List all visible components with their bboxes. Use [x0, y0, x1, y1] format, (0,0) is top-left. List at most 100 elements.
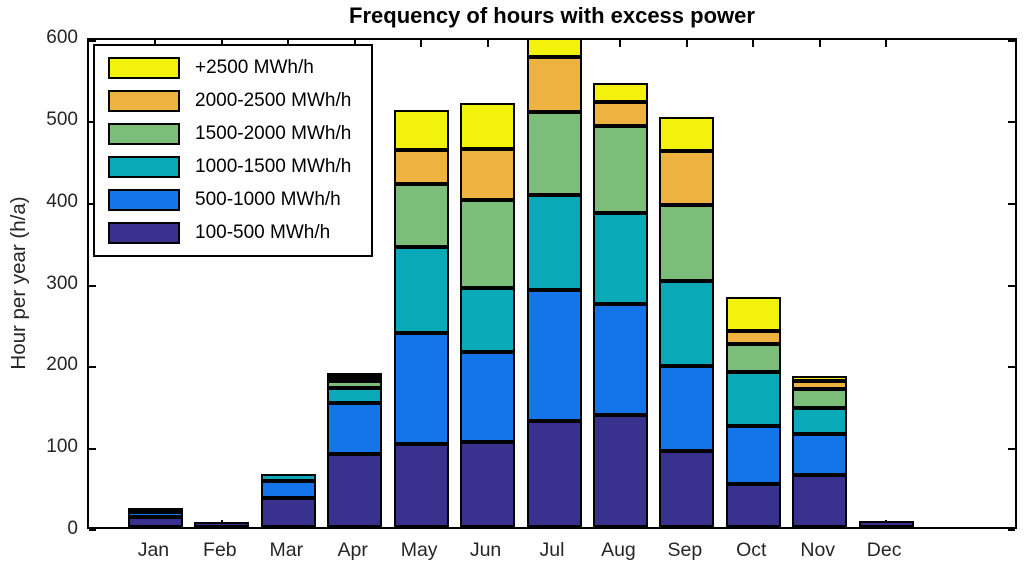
x-tick-top [220, 40, 223, 47]
y-tick-label: 0 [67, 518, 78, 539]
bar-segment [327, 387, 383, 403]
bar-segment [659, 150, 715, 206]
bar-segment [792, 433, 848, 476]
bar-feb [194, 522, 250, 527]
bar-jun [460, 103, 516, 527]
bar-segment [792, 375, 848, 382]
bar-segment [327, 380, 383, 388]
y-tick-label: 600 [46, 27, 78, 48]
legend-row: 2000-2500 MWh/h [108, 90, 371, 112]
chart-title: Frequency of hours with excess power [349, 3, 755, 28]
bar-segment [659, 117, 715, 151]
bar-segment [526, 112, 582, 195]
bar-segment [592, 102, 648, 127]
legend-row: 1000-1500 MWh/h [108, 156, 371, 178]
x-tick-label-nov: Nov [800, 539, 836, 561]
bar-jan [127, 508, 183, 527]
legend-swatch [108, 57, 180, 79]
y-tick-label: 200 [46, 354, 78, 376]
bar-segment [393, 109, 449, 150]
x-tick-label-jul: Jul [539, 539, 565, 561]
bar-segment [260, 498, 316, 527]
legend-swatch [108, 90, 180, 112]
x-tick-top [420, 40, 423, 47]
bar-segment [526, 37, 582, 58]
bar-segment [327, 402, 383, 455]
x-tick-top [287, 40, 290, 47]
x-tick-label-sep: Sep [667, 539, 703, 561]
bar-segment [792, 407, 848, 434]
legend-swatch [108, 222, 180, 244]
legend-label: +2500 MWh/h [195, 57, 314, 78]
y-tick-right [1008, 40, 1015, 42]
legend-swatch [108, 123, 180, 145]
x-tick-label-mar: Mar [269, 539, 304, 561]
y-tick-right [1008, 366, 1015, 369]
bar-segment [460, 103, 516, 149]
y-tick-right [1008, 529, 1015, 531]
x-tick-top [619, 40, 622, 47]
bar-segment [260, 481, 316, 499]
legend-swatch [108, 189, 180, 211]
y-tick-label: 500 [46, 108, 78, 130]
bar-segment [592, 212, 648, 305]
chart-legend: +2500 MWh/h 2000-2500 MWh/h 1500-2000 MWh/… [93, 44, 373, 257]
bar-segment [127, 512, 183, 518]
bar-jul [526, 37, 582, 527]
y-tick-right [1008, 284, 1015, 287]
bar-sep [659, 117, 715, 527]
x-tick-top [353, 40, 356, 47]
x-tick-label-may: May [400, 539, 438, 561]
bar-segment [526, 194, 582, 290]
bar-segment [460, 441, 516, 527]
x-tick-label-aug: Aug [601, 539, 636, 561]
bar-segment [327, 454, 383, 527]
bar-segment [725, 483, 781, 527]
bar-segment [592, 82, 648, 103]
bar-apr [327, 372, 383, 527]
bar-segment [792, 381, 848, 389]
bar-segment [792, 388, 848, 408]
bar-segment [526, 420, 582, 527]
bar-nov [792, 375, 848, 527]
bar-segment [659, 365, 715, 451]
bar-segment [659, 280, 715, 366]
bar-segment [327, 372, 383, 377]
x-tick-top [486, 40, 489, 47]
y-tick-left [89, 202, 96, 205]
bar-segment [725, 330, 781, 344]
legend-label: 1000-1500 MWh/h [195, 156, 352, 177]
bar-segment [194, 522, 250, 527]
bar-oct [725, 297, 781, 527]
y-tick-right [1008, 202, 1015, 205]
legend-label: 1500-2000 MWh/h [195, 123, 352, 144]
y-tick-left [89, 529, 96, 531]
bar-segment [393, 443, 449, 527]
x-tick-label-jun: Jun [469, 539, 502, 561]
x-tick-top [885, 40, 888, 47]
y-tick-left [89, 40, 96, 42]
x-tick-label-feb: Feb [203, 539, 237, 561]
bar-segment [725, 426, 781, 484]
bar-segment [725, 343, 781, 373]
y-tick-label: 100 [46, 436, 78, 458]
bar-segment [792, 475, 848, 527]
x-tick-label-apr: Apr [337, 539, 368, 561]
bar-segment [127, 508, 183, 513]
bar-segment [393, 184, 449, 248]
bar-segment [460, 288, 516, 352]
x-tick-top [685, 40, 688, 47]
bar-segment [592, 304, 648, 415]
legend-label: 100-500 MWh/h [195, 222, 331, 243]
plot-area [87, 37, 1017, 531]
bar-segment [526, 57, 582, 113]
bar-segment [393, 149, 449, 185]
x-tick-top [752, 40, 755, 47]
bar-aug [592, 82, 648, 527]
x-tick-top [154, 40, 157, 47]
bar-segment [327, 376, 383, 381]
y-tick-right [1008, 120, 1015, 123]
bar-segment [725, 372, 781, 427]
x-tick-label-oct: Oct [736, 539, 767, 561]
legend-label: 500-1000 MWh/h [195, 189, 341, 210]
